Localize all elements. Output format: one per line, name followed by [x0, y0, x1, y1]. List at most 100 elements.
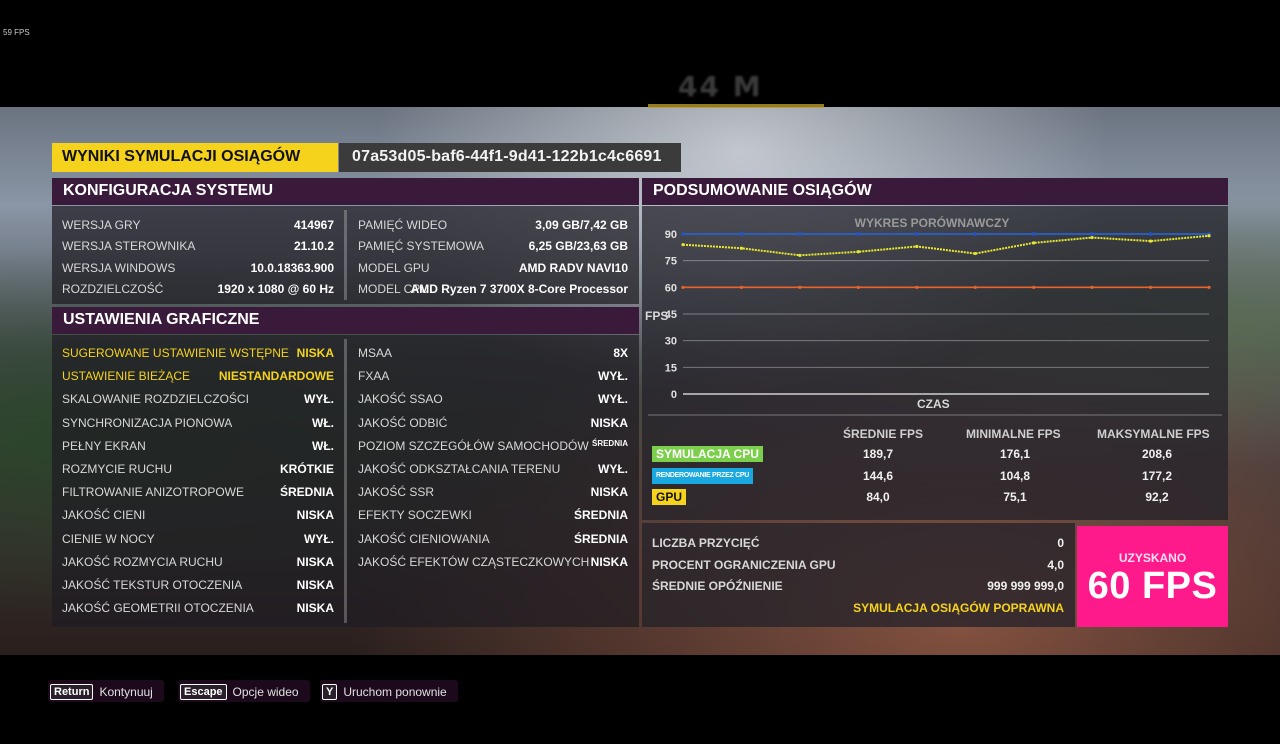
setting-value: NISKA: [296, 554, 334, 569]
summary-value: 999 999 999,0: [987, 579, 1064, 593]
graphics-settings-panel: [52, 335, 639, 627]
stat-column-header: ŚREDNIE FPS: [843, 427, 924, 441]
setting-label: JAKOŚĆ GEOMETRII OTOCZENIA: [62, 601, 254, 616]
stat-value: 189,7: [862, 447, 894, 461]
key-y-icon: Y: [322, 683, 338, 700]
setting-value: AMD RADV NAVI10: [518, 260, 628, 275]
setting-value: NISKA: [296, 346, 334, 360]
result-box: UZYSKANO 60 FPS: [1077, 526, 1228, 627]
setting-label: SKALOWANIE ROZDZIELCZOŚCI: [62, 392, 249, 407]
distance-sign: 44 M: [678, 70, 763, 103]
setting-label: PEŁNY EKRAN: [62, 438, 146, 453]
stat-value: 104,8: [999, 468, 1031, 483]
setting-label: USTAWIENIE BIEŻĄCE: [62, 369, 191, 384]
setting-value: NISKA: [296, 601, 334, 616]
setting-value: WYŁ.: [598, 369, 628, 384]
setting-label: WERSJA STEROWNIKA: [62, 239, 196, 254]
setting-value: WYŁ.: [304, 531, 334, 546]
setting-value: NISKA: [590, 485, 628, 500]
setting-label: SUGEROWANE USTAWIENIE WSTĘPNE: [62, 346, 289, 360]
y-tick-label: 0: [671, 389, 677, 401]
setting-value: NISKA: [590, 415, 628, 430]
setting-label: PAMIĘĆ WIDEO: [358, 218, 448, 232]
stat-value: 208,6: [1141, 447, 1173, 461]
series-point: [915, 232, 919, 236]
setting-value: ŚREDNIA: [279, 485, 334, 500]
series-point: [1148, 239, 1153, 243]
summary-panel: [642, 523, 1075, 627]
distance-bar: [648, 104, 824, 108]
series-point: [856, 285, 860, 289]
setting-label: JAKOŚĆ ROZMYCIA RUCHU: [62, 554, 223, 569]
graphics-settings-header: USTAWIENIA GRAFICZNE: [52, 307, 639, 334]
stat-value: 75,1: [1003, 490, 1027, 504]
setting-value: NIESTANDARDOWE: [218, 369, 334, 384]
setting-label: JAKOŚĆ CIENI: [62, 508, 146, 523]
series-point: [1090, 285, 1094, 289]
setting-label: ROZDZIELCZOŚĆ: [62, 281, 164, 296]
stat-value: 92,2: [1145, 490, 1169, 504]
summary-label: LICZBA PRZYCIĘĆ: [652, 536, 760, 550]
stat-value: 84,0: [866, 490, 890, 504]
fps-chart: 0 15 30 45 60 75 90: [665, 229, 1211, 401]
setting-label: MODEL CPU: [358, 281, 429, 296]
series-point: [798, 253, 802, 257]
series-point: [856, 250, 860, 254]
system-config-header: KONFIGURACJA SYSTEMU: [52, 178, 639, 205]
y-tick-label: 15: [665, 362, 677, 374]
series-point: [915, 285, 919, 289]
series-point: [1148, 232, 1153, 236]
result-caption: UZYSKANO: [1118, 551, 1187, 565]
setting-value: WYŁ.: [598, 462, 628, 476]
key-escape-icon: Escape: [180, 683, 227, 700]
column-divider: [344, 339, 347, 623]
setting-label: JAKOŚĆ ODKSZTAŁCANIA TERENU: [358, 462, 561, 476]
series-line-2: [682, 234, 1210, 257]
stat-column-header: MINIMALNE FPS: [966, 427, 1061, 441]
column-divider: [344, 210, 347, 300]
setting-label: JAKOŚĆ EFEKTÓW CZĄSTECZKOWYCH: [358, 554, 590, 569]
setting-value: 414967: [293, 218, 334, 232]
fps-counter: 59 FPS: [3, 28, 30, 37]
setting-value: AMD Ryzen 7 3700X 8-Core Processor: [410, 281, 628, 296]
setting-value: 10.0.18363.900: [250, 260, 334, 275]
footer-button-label: Uruchom ponownie: [343, 684, 447, 699]
result-value: 60 FPS: [1087, 565, 1218, 607]
series-point: [739, 232, 744, 236]
footer-button-uruchom-ponownie[interactable]: Y Uruchom ponownie: [322, 681, 447, 702]
stat-value: 176,1: [999, 447, 1031, 461]
setting-label: JAKOŚĆ SSAO: [358, 392, 443, 407]
series-point: [1207, 285, 1211, 289]
setting-value: WŁ.: [312, 438, 334, 453]
series-point: [856, 232, 860, 236]
setting-value: NISKA: [296, 508, 334, 523]
summary-label: PROCENT OGRANICZENIA GPU: [652, 557, 836, 572]
setting-label: WERSJA GRY: [62, 218, 141, 232]
chart-title: WYKRES PORÓWNAWCZY: [854, 216, 1010, 230]
footer-button-kontynuuj[interactable]: Return Kontynuuj: [50, 681, 153, 702]
footer-button-opcje-wideo[interactable]: Escape Opcje wideo: [180, 681, 299, 702]
page-title: WYNIKI SYMULACJI OSIĄGÓW: [52, 143, 338, 172]
summary-value: 0: [1057, 536, 1064, 550]
y-tick-label: 90: [665, 229, 677, 241]
series-point: [915, 244, 919, 249]
setting-value: ŚREDNIA: [573, 531, 628, 546]
series-point: [973, 285, 977, 289]
series-point: [798, 285, 802, 289]
y-tick-label: 75: [665, 256, 677, 268]
divider: [648, 414, 1222, 416]
setting-label: JAKOŚĆ SSR: [358, 485, 435, 500]
setting-label: MSAA: [358, 346, 393, 360]
series-point: [681, 243, 685, 247]
series-point: [1032, 285, 1036, 289]
setting-value: NISKA: [296, 578, 334, 592]
setting-value: KRÓTKIE: [280, 462, 334, 476]
stat-value: 177,2: [1141, 468, 1173, 483]
series-point: [1032, 232, 1036, 236]
series-point: [1090, 232, 1094, 236]
setting-label: EFEKTY SOCZEWKI: [358, 508, 472, 523]
series-point: [1207, 234, 1211, 238]
series-point: [1090, 235, 1094, 240]
footer-button-bg: [320, 680, 458, 702]
setting-label: JAKOŚĆ TEKSTUR OTOCZENIA: [62, 578, 243, 592]
